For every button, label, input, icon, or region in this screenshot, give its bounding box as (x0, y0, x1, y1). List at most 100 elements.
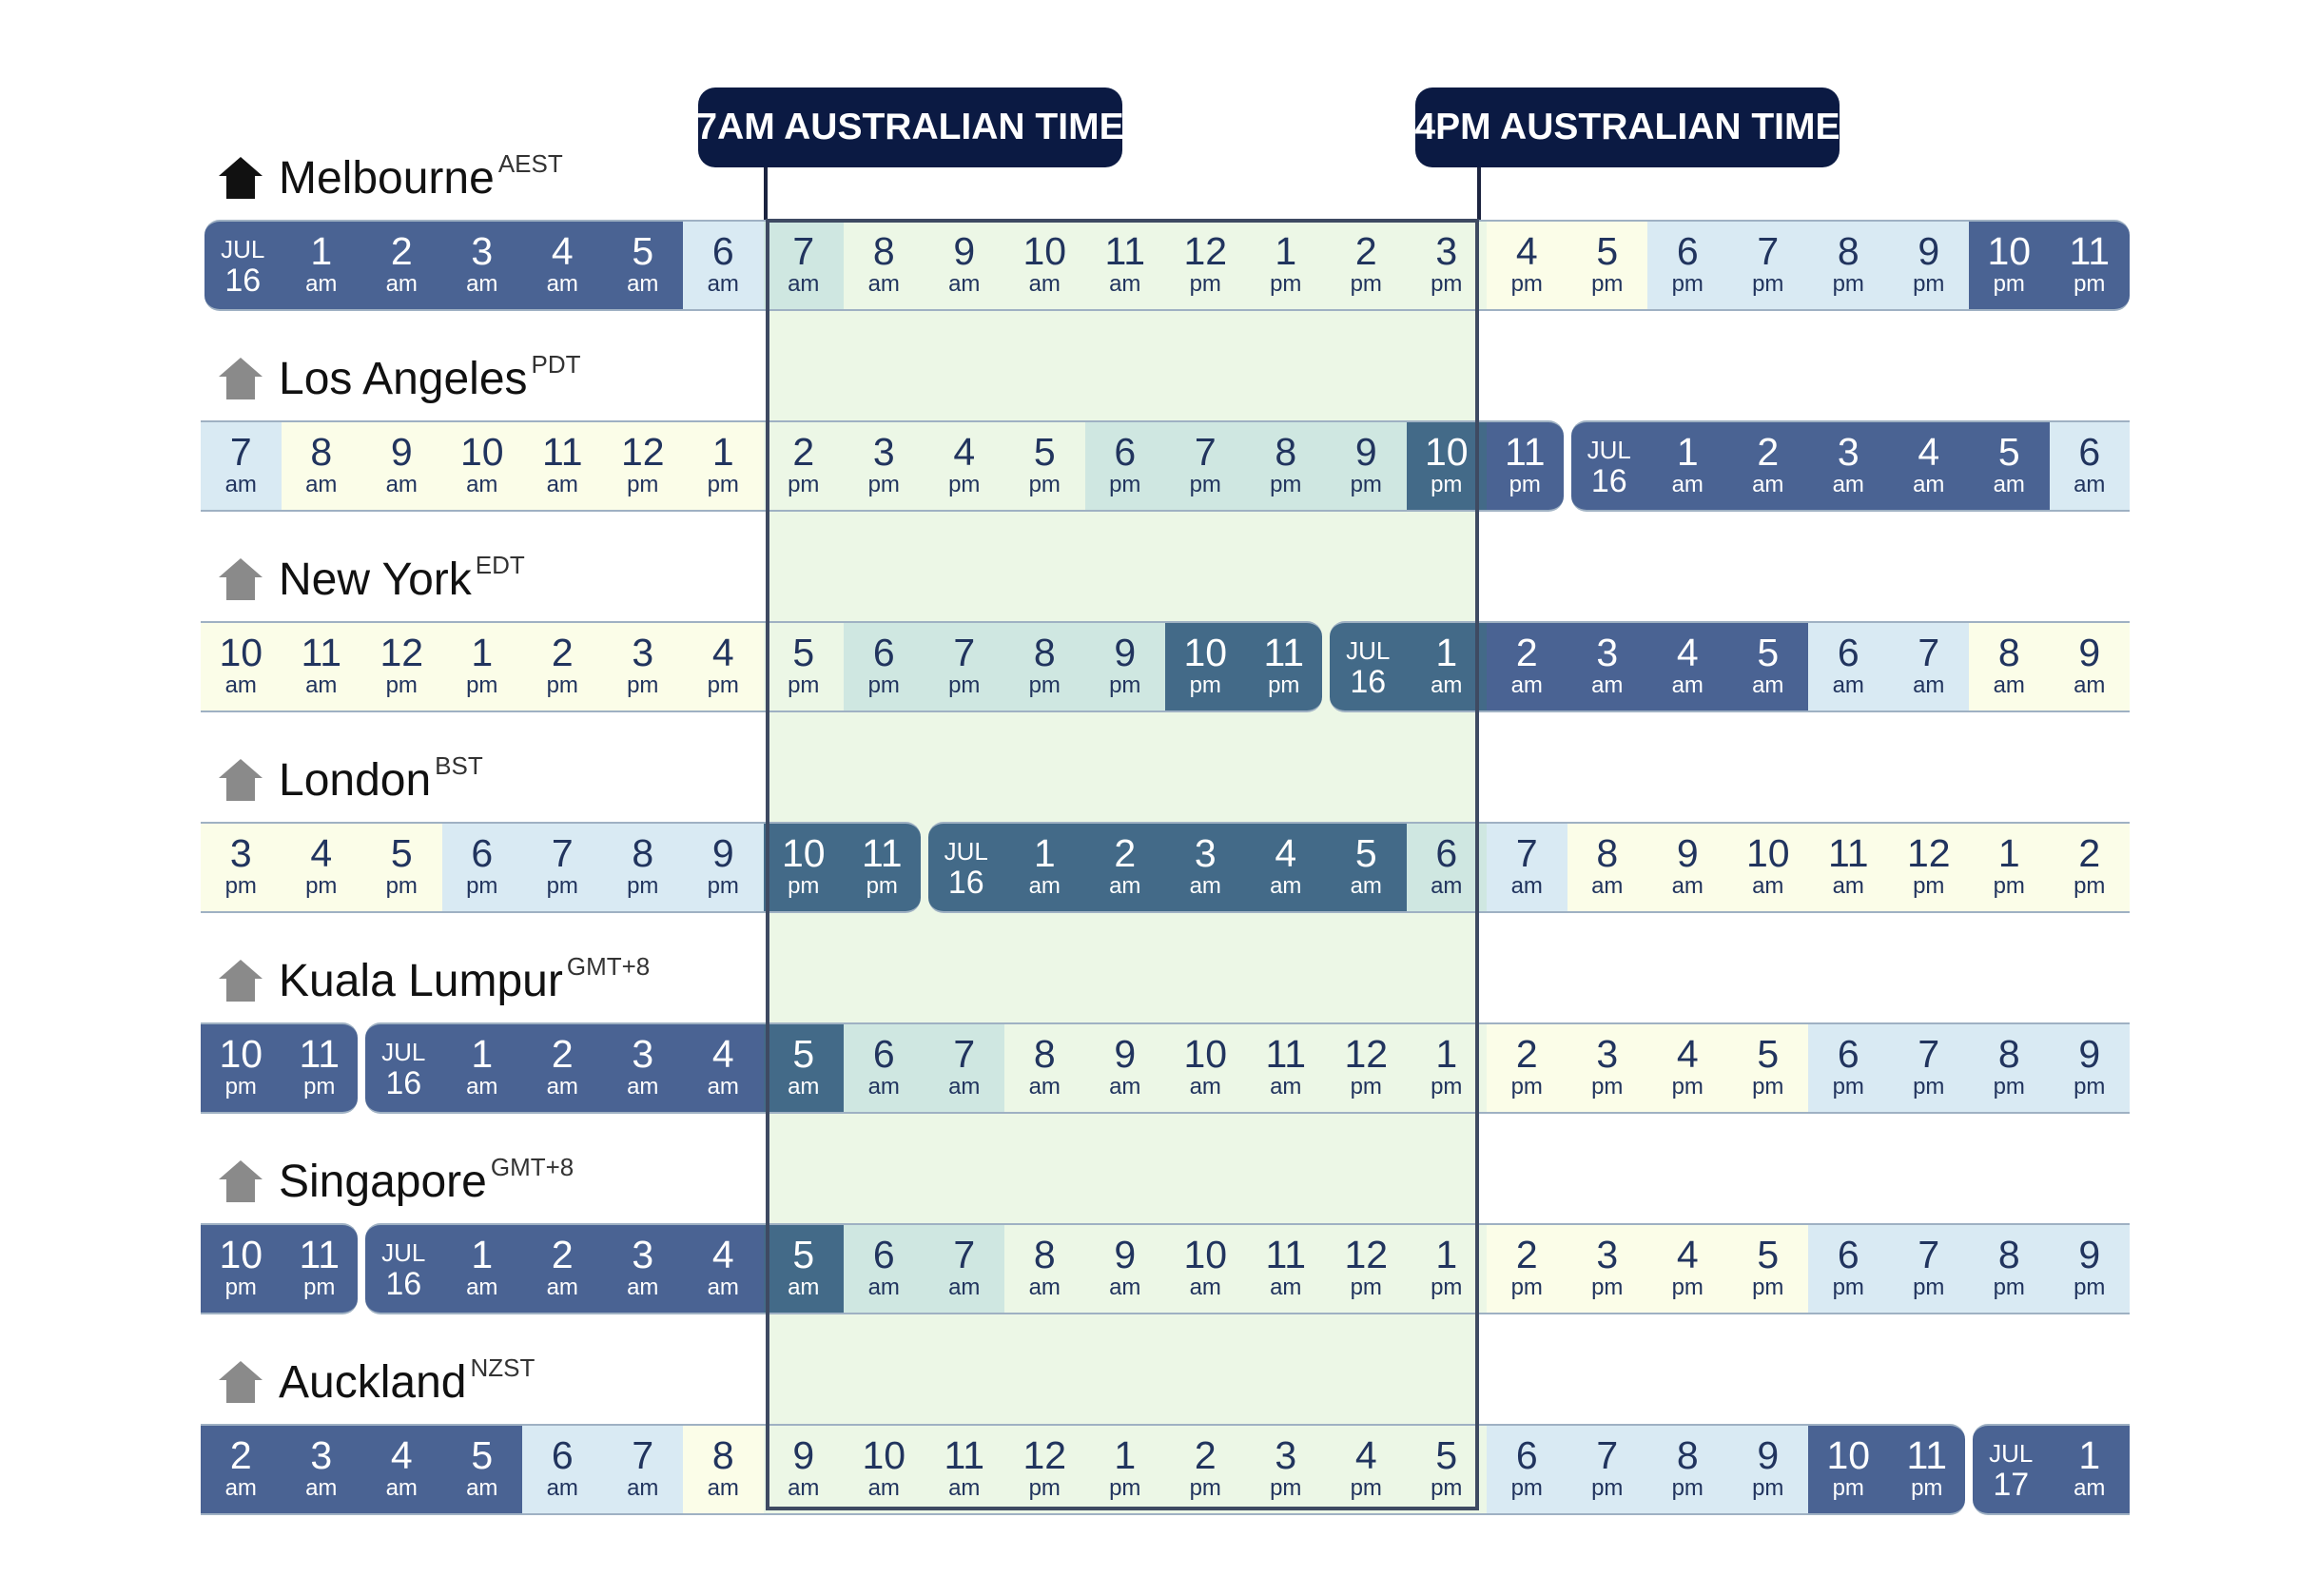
hour-number: 6 (872, 631, 895, 674)
hour-number: 4 (551, 229, 574, 273)
meridiem-label: pm (1913, 271, 1945, 297)
hour-number: 2 (229, 1433, 252, 1477)
meridiem-label: am (867, 1275, 900, 1300)
meridiem-label: am (466, 472, 498, 497)
meridiem-label: am (1832, 472, 1864, 497)
hour-number: 9 (2078, 1032, 2101, 1076)
hour-cell: 5 am (1727, 621, 1808, 712)
hour-cell: 8 pm (1647, 1424, 1728, 1515)
hour-number: 5 (632, 229, 654, 273)
hour-cell: 6 pm (1808, 1022, 1889, 1114)
meridiem-label: am (948, 271, 981, 297)
hour-number: 10 (1987, 229, 2032, 273)
hour-cell: 6 pm (1647, 220, 1728, 311)
city-label: Kuala Lumpur (279, 956, 563, 1006)
hour-number: 8 (711, 1433, 734, 1477)
meridiem-label: am (627, 271, 659, 297)
hour-cell: 8 am (1004, 1223, 1085, 1314)
overlap-window-border (766, 219, 1479, 1510)
meridiem-label: pm (1189, 672, 1221, 698)
city-label: London (279, 755, 432, 806)
hour-number: 11 (861, 831, 903, 875)
meridiem-label: pm (2074, 1074, 2106, 1100)
hour-number: 4 (390, 1433, 413, 1477)
hour-number: 2 (1114, 831, 1137, 875)
hour-cell: 1 am (1004, 822, 1085, 913)
hour-cell: 10 pm (1808, 1424, 1889, 1515)
hour-cell: 4 pm (1647, 1223, 1728, 1314)
meridiem-label: am (466, 1074, 498, 1100)
date-cell: JUL 16 (365, 1223, 442, 1314)
hour-number: 3 (1275, 1433, 1297, 1477)
hour-number: 9 (2078, 631, 2101, 674)
meridiem-label: am (385, 271, 418, 297)
meridiem-label: pm (1028, 1475, 1061, 1501)
hour-cell: 2 pm (2049, 822, 2130, 913)
day-number: 17 (1993, 1467, 2030, 1503)
hour-cell: 8 pm (602, 822, 683, 913)
hour-number: 2 (792, 430, 815, 474)
meridiem-label: pm (1510, 1475, 1543, 1501)
meridiem-label: pm (1509, 472, 1541, 497)
date-cell: JUL 16 (365, 1022, 442, 1114)
meridiem-label: am (1752, 472, 1784, 497)
hour-cell: 2 pm (1487, 1022, 1567, 1114)
hour-number: 6 (1837, 631, 1859, 674)
hour-number: 7 (551, 831, 574, 875)
hour-row: 3 pm 4 pm 5 pm 6 pm 7 pm 8 pm 9 pm 10 pm 11 pm JUL 16 1 am 2 am… (201, 822, 2130, 913)
hour-cell: 11 am (1245, 1022, 1326, 1114)
date-cell: JUL 17 (1973, 1424, 2050, 1515)
day-number: 16 (1590, 463, 1627, 499)
meridiem-label: am (707, 1275, 739, 1300)
hour-number: 7 (953, 1233, 976, 1276)
meridiem-label: am (707, 1475, 739, 1501)
hour-cell: 6 am (2049, 420, 2130, 512)
hour-number: 9 (1114, 1032, 1137, 1076)
hour-number: 1 (1275, 229, 1297, 273)
hour-number: 9 (1354, 430, 1377, 474)
hour-cell: 3 am (1567, 621, 1647, 712)
hour-number: 11 (1265, 1233, 1307, 1276)
meridiem-label: am (1591, 672, 1624, 698)
hour-number: 7 (1515, 831, 1538, 875)
meridiem-label: pm (1752, 1475, 1784, 1501)
hour-cell: 7 am (1487, 822, 1567, 913)
meridiem-label: am (627, 1475, 659, 1501)
hour-cell: 5 am (763, 1223, 844, 1314)
hour-cell: 12 pm (1326, 1022, 1407, 1114)
callout-start: 7AM AUSTRALIAN TIME (696, 88, 1124, 167)
hour-number: 10 (459, 430, 504, 474)
meridiem-label: pm (1832, 1475, 1864, 1501)
hour-cell: 9 pm (1888, 220, 1969, 311)
hour-cell: 11 pm (281, 1022, 358, 1114)
hour-number: 6 (1676, 229, 1699, 273)
callout-end: 4PM AUSTRALIAN TIME (1414, 88, 1840, 167)
hour-cell: 10 am (844, 1424, 925, 1515)
hour-number: 2 (1194, 1433, 1217, 1477)
meridiem-label: pm (1189, 472, 1221, 497)
hour-number: 11 (2069, 229, 2111, 273)
hour-number: 1 (471, 631, 494, 674)
day-number: 16 (385, 1266, 422, 1302)
hour-cell: 7 am (201, 420, 282, 512)
hour-number: 1 (2078, 1433, 2101, 1477)
hour-number: 2 (390, 229, 413, 273)
meridiem-label: pm (1993, 873, 2025, 899)
hour-cell: 7 pm (1888, 1022, 1969, 1114)
hour-number: 6 (711, 229, 734, 273)
meridiem-label: am (1028, 873, 1061, 899)
hour-number: 6 (471, 831, 494, 875)
meridiem-label: pm (1993, 1074, 2025, 1100)
hour-number: 3 (632, 631, 654, 674)
meridiem-label: pm (1591, 1475, 1624, 1501)
zone-label: AEST (497, 149, 563, 178)
meridiem-label: pm (1591, 271, 1624, 297)
hour-number: 7 (1596, 1433, 1619, 1477)
meridiem-label: am (1510, 672, 1543, 698)
end-marker-line (1477, 166, 1481, 222)
house-icon (219, 558, 263, 600)
meridiem-label: pm (707, 873, 739, 899)
hour-number: 6 (872, 1032, 895, 1076)
meridiem-label: am (948, 1475, 981, 1501)
house-icon (219, 1160, 263, 1202)
